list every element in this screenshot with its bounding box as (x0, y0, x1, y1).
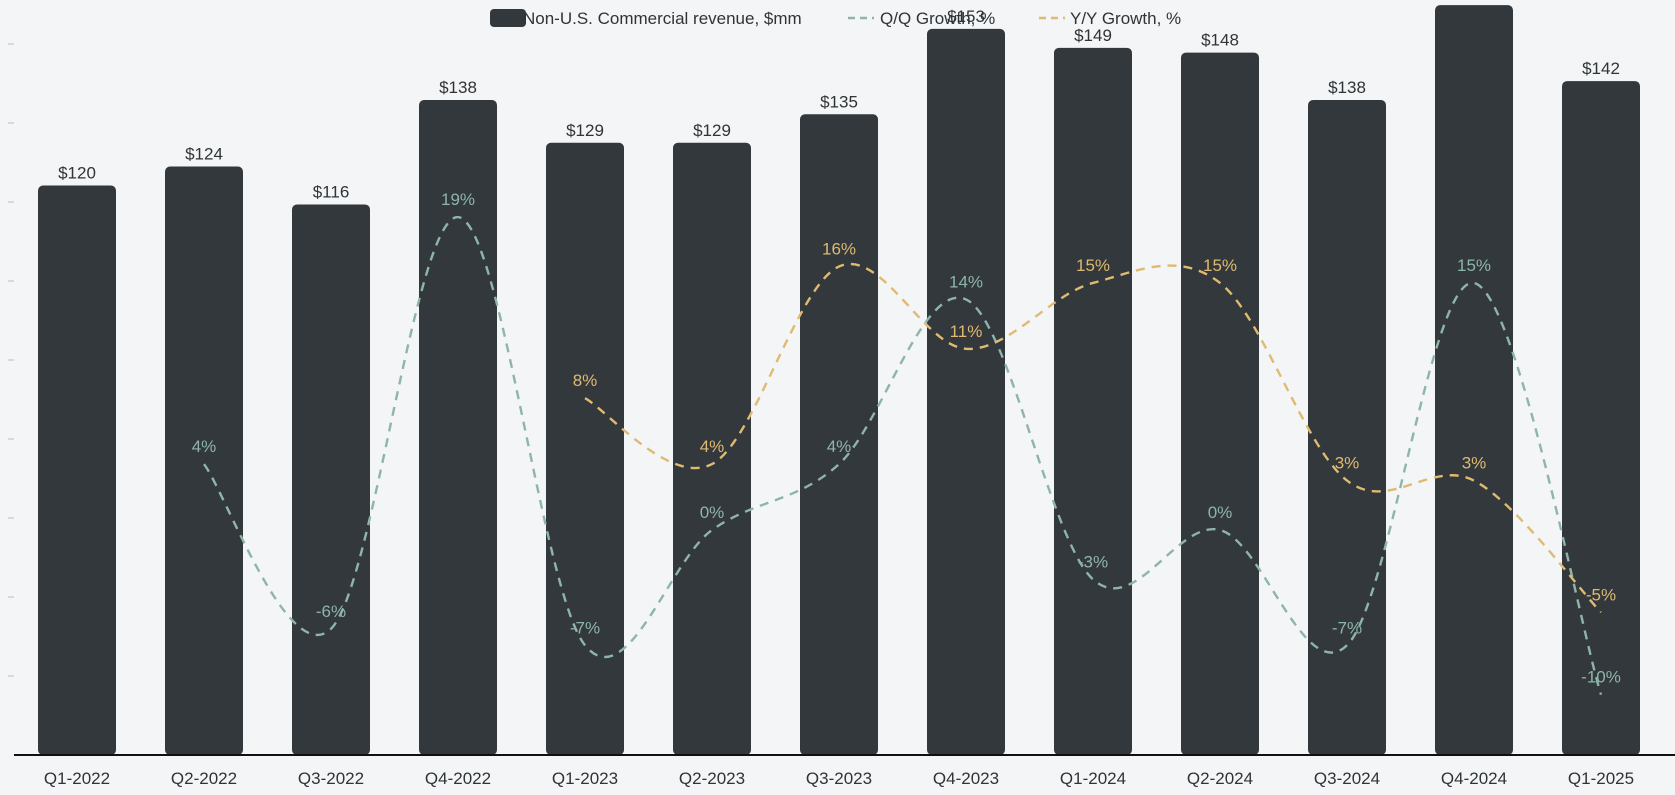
bar-value-label: $153 (947, 7, 985, 26)
point-value-label: 15% (1076, 256, 1110, 275)
series-line (584, 262, 1602, 614)
bar (1562, 81, 1640, 756)
bar (419, 100, 497, 755)
legend-swatch-bar (490, 9, 526, 27)
x-tick-label: Q4-2023 (933, 769, 999, 788)
x-tick-label: Q2-2023 (679, 769, 745, 788)
bar-value-label: $158 (1455, 0, 1493, 2)
bar-value-label: $129 (693, 121, 731, 140)
point-value-label: 16% (822, 239, 856, 258)
point-value-label: 4% (827, 437, 852, 456)
bar (38, 185, 116, 756)
point-value-label: 19% (441, 190, 475, 209)
point-value-label: -7% (1332, 618, 1362, 637)
x-tick-label: Q1-2023 (552, 769, 618, 788)
point-value-label: 4% (192, 437, 217, 456)
bar-value-label: $135 (820, 92, 858, 111)
x-tick-label: Q1-2022 (44, 769, 110, 788)
bar (673, 142, 751, 756)
bar (292, 204, 370, 756)
bar-value-label: $138 (1328, 78, 1366, 97)
point-value-label: -5% (1586, 585, 1616, 604)
x-tick-label: Q1-2024 (1060, 769, 1126, 788)
legend-label: Non-U.S. Commercial revenue, $mm (523, 9, 802, 28)
bar-value-label: $142 (1582, 59, 1620, 78)
x-tick-label: Q3-2024 (1314, 769, 1380, 788)
point-value-label: 8% (573, 371, 598, 390)
legend-label: Q/Q Growth, % (880, 9, 995, 28)
bar-value-label: $129 (566, 121, 604, 140)
point-value-label: -6% (316, 602, 346, 621)
x-tick-label: Q3-2022 (298, 769, 364, 788)
point-value-label: 4% (700, 437, 725, 456)
bar (1054, 47, 1132, 755)
point-value-label: 3% (1335, 454, 1360, 473)
bar-value-label: $116 (313, 182, 350, 201)
bar-value-label: $120 (58, 163, 96, 182)
point-value-label: 15% (1203, 256, 1237, 275)
x-tick-label: Q4-2022 (425, 769, 491, 788)
series-line (203, 215, 1603, 696)
point-value-label: 11% (950, 322, 983, 341)
x-tick-label: Q2-2024 (1187, 769, 1253, 788)
point-value-label: 0% (1208, 503, 1233, 522)
x-tick-label: Q4-2024 (1441, 769, 1507, 788)
bar (800, 114, 878, 756)
bar (1181, 52, 1259, 756)
x-tick-label: Q1-2025 (1568, 769, 1634, 788)
bar (165, 166, 243, 756)
point-value-label: 0% (700, 503, 725, 522)
bar-value-label: $138 (439, 78, 477, 97)
x-tick-label: Q3-2023 (806, 769, 872, 788)
bar (927, 28, 1005, 755)
bar (1435, 5, 1513, 755)
x-tick-label: Q2-2022 (171, 769, 237, 788)
legend-label: Y/Y Growth, % (1070, 9, 1181, 28)
point-value-label: -3% (1078, 552, 1108, 571)
point-value-label: 14% (949, 272, 983, 291)
bar (546, 142, 624, 756)
bar-value-label: $124 (185, 144, 223, 163)
bar-value-label: $148 (1201, 31, 1239, 50)
point-value-label: 15% (1457, 256, 1491, 275)
bar-value-label: $149 (1074, 26, 1112, 45)
point-value-label: -10% (1581, 668, 1621, 687)
bar (1308, 100, 1386, 755)
point-value-label: -7% (570, 618, 600, 637)
point-value-label: 3% (1462, 454, 1487, 473)
